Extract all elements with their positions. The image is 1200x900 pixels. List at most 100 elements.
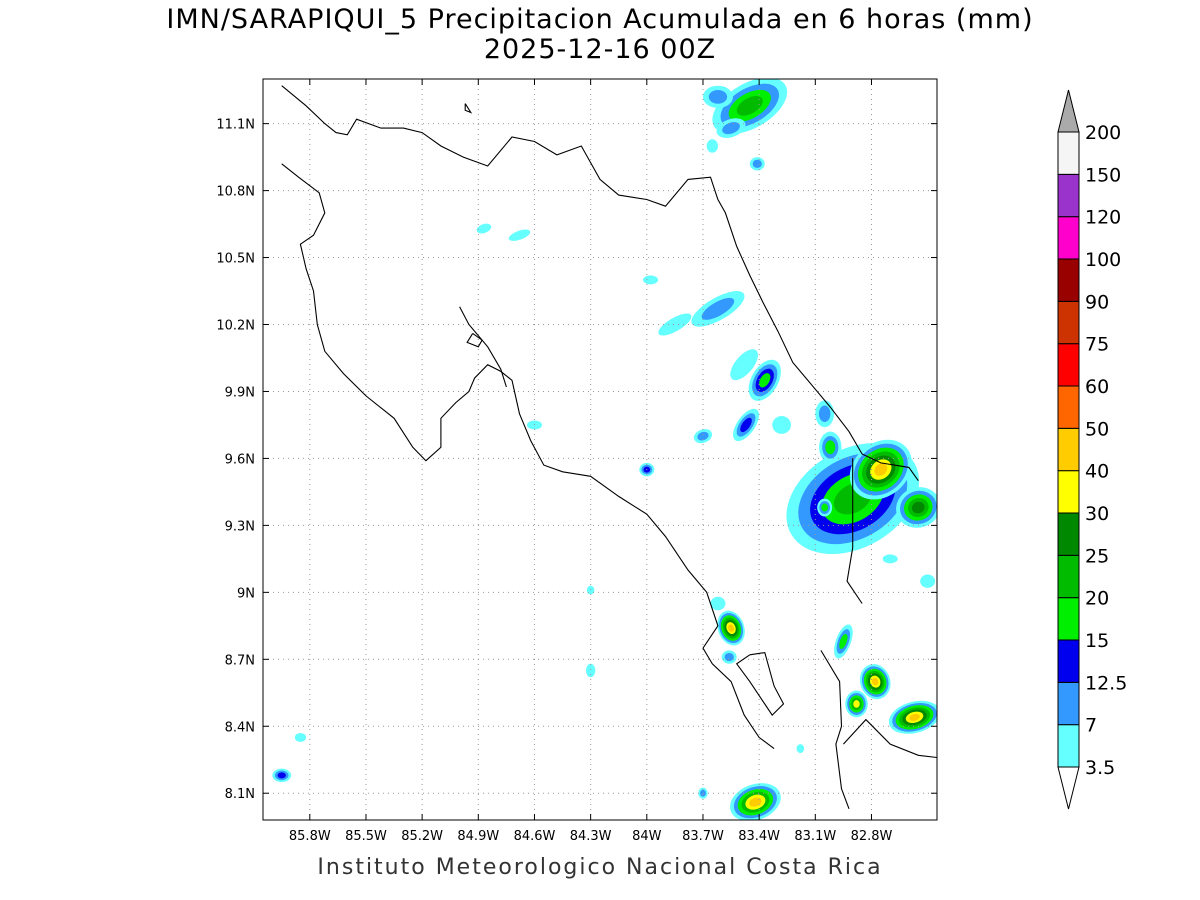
colorbar-segment — [1057, 512, 1080, 556]
x-tick-label: 84W — [632, 829, 662, 844]
precip-contour — [825, 440, 836, 455]
colorbar-label: 3.5 — [1085, 757, 1115, 779]
precip-cell — [834, 624, 853, 659]
footer-credit: Instituto Meteorologico Nacional Costa R… — [317, 855, 883, 880]
precip-cell — [294, 732, 307, 742]
coastline-borders — [281, 85, 937, 809]
colorbar-label: 100 — [1085, 249, 1121, 271]
y-tick-label: 11.1N — [216, 118, 255, 133]
colorbar-label: 90 — [1085, 291, 1109, 313]
precip-cell — [706, 139, 718, 153]
axis-ticks: 85.8W 85.5W 85.2W 84.9W 84.6W 84.3W 84W 83.7W 83… — [216, 79, 937, 844]
y-tick-label: 9.6N — [225, 452, 255, 467]
precip-contour — [294, 732, 307, 742]
y-tick-label: 10.2N — [216, 319, 255, 334]
x-tick-label: 84.6W — [514, 829, 556, 844]
chart-title: IMN/SARAPIQUI_5 Precipitacion Acumulada … — [166, 4, 1034, 35]
precip-contour — [730, 349, 759, 381]
x-tick-label: 82.8W — [851, 829, 893, 844]
x-tick-label: 83.7W — [682, 829, 724, 844]
precip-cell — [896, 487, 937, 528]
coastline — [459, 306, 507, 388]
precip-contour — [697, 431, 709, 441]
colorbar-label: 7 — [1085, 715, 1097, 737]
x-tick-label: 85.2W — [401, 829, 443, 844]
y-tick-label: 10.5N — [216, 252, 255, 267]
precip-cell — [730, 783, 781, 820]
colorbar-label: 30 — [1085, 503, 1109, 525]
y-tick-label: 8.1N — [225, 787, 255, 802]
colorbar-label: 20 — [1085, 588, 1109, 610]
precip-contour — [853, 700, 860, 708]
precip-cell — [920, 574, 936, 588]
coastline — [464, 103, 473, 114]
colorbar-segment — [1057, 258, 1080, 302]
precip-cell — [710, 596, 726, 611]
colorbar-label: 25 — [1085, 545, 1109, 567]
colorbar-segment — [1057, 427, 1080, 472]
colorbar-segment — [1057, 554, 1080, 599]
precip-contour — [909, 713, 920, 721]
precip-cell — [643, 275, 659, 285]
precip-contour — [752, 159, 762, 168]
colorbar-segment — [1057, 173, 1080, 218]
precip-contour — [710, 596, 726, 611]
lat-lon-grid — [263, 79, 937, 820]
precip-cell — [508, 229, 531, 241]
x-tick-label: 83.1W — [794, 829, 836, 844]
colorbar-label: 50 — [1085, 418, 1109, 440]
precip-cell — [733, 408, 760, 442]
precip-cell — [819, 431, 842, 463]
precip-contour — [821, 503, 828, 512]
chart-subtitle-date: 2025-12-16 00Z — [483, 34, 717, 65]
precip-contour — [874, 463, 888, 476]
precip-cell — [730, 349, 759, 381]
precip-cell — [748, 359, 781, 401]
precip-cell — [698, 787, 708, 799]
colorbar-label: 60 — [1085, 376, 1109, 398]
colorbar-label: 200 — [1085, 122, 1121, 144]
colorbar-label: 75 — [1085, 334, 1109, 356]
precip-contour — [796, 744, 805, 754]
colorbar-segment — [1057, 300, 1080, 345]
precip-contour — [724, 652, 734, 662]
precip-contour — [658, 313, 692, 336]
colorbar-legend: 3.5 7 12.5 15 20 25 30 40 50 60 75 90 100 120 150 200 — [1057, 89, 1127, 810]
x-tick-label: 85.8W — [289, 829, 331, 844]
precip-contour — [920, 574, 936, 588]
precip-contour — [586, 585, 595, 595]
precip-contour — [759, 373, 771, 388]
precip-contour — [277, 772, 286, 779]
y-tick-label: 8.7N — [225, 653, 255, 668]
colorbar-segment — [1057, 385, 1080, 429]
precip-cell — [772, 416, 791, 434]
map-frame — [262, 78, 938, 821]
colorbar-end-bottom — [1057, 766, 1080, 810]
x-tick-label: 85.5W — [345, 829, 387, 844]
precip-contour — [722, 122, 740, 135]
precip-cell — [476, 223, 492, 234]
colorbar-segment — [1057, 131, 1080, 175]
precip-contour — [700, 789, 706, 797]
precip-cell — [749, 157, 765, 171]
coastline — [735, 651, 785, 716]
precip-contour — [740, 417, 752, 433]
colorbar-label: 120 — [1085, 207, 1121, 229]
precip-cell — [859, 664, 891, 700]
precip-cell — [845, 690, 868, 718]
y-tick-label: 9.3N — [225, 519, 255, 534]
precip-contour — [882, 554, 898, 564]
precipitation-field — [272, 79, 937, 820]
y-tick-label: 9N — [237, 586, 255, 601]
coastline — [466, 332, 483, 348]
coastline — [281, 163, 775, 750]
precip-cell — [882, 554, 898, 564]
coastline — [820, 650, 850, 809]
precip-contour — [911, 501, 925, 514]
colorbar-segment — [1057, 639, 1080, 683]
colorbar-segment — [1057, 597, 1080, 641]
precip-cell — [691, 291, 745, 327]
precip-cell — [658, 313, 692, 336]
precip-contour — [476, 223, 492, 234]
